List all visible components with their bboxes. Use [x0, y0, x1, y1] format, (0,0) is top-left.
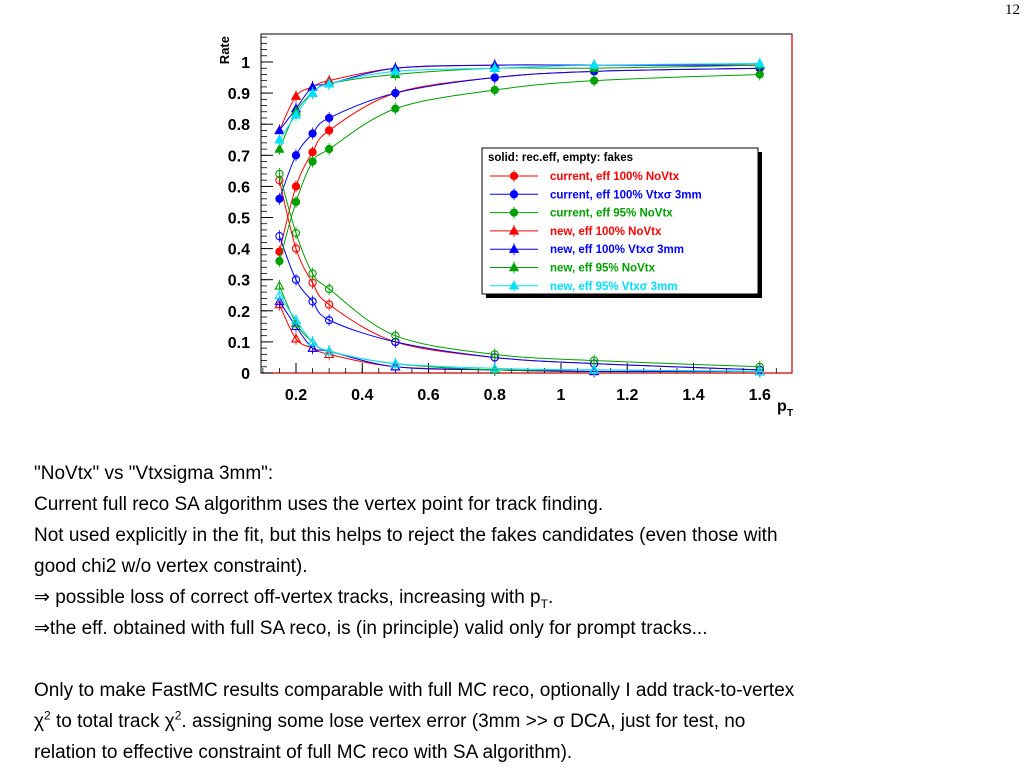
blank-line — [34, 644, 1009, 675]
chi-superscript: 2 — [174, 708, 182, 723]
pt-subscript: T — [540, 596, 548, 611]
y-tick-label: 0.1 — [228, 335, 250, 352]
text-line-7: Only to make FastMC results comparable w… — [34, 680, 795, 701]
text-line-8-end: . assigning some lose vertex error (3mm … — [181, 711, 746, 732]
chi-symbol: χ — [34, 711, 44, 732]
y-tick-label: 0 — [241, 366, 250, 383]
x-axis-label: p — [777, 398, 787, 415]
page-number: 12 — [1005, 2, 1020, 18]
x-tick-label: 0.4 — [351, 387, 373, 404]
legend-entry-label: current, eff 100% Vtxσ 3mm — [550, 189, 702, 201]
y-tick-label: 1 — [241, 55, 250, 72]
legend-entry-label: current, eff 100% NoVtx — [550, 171, 680, 183]
x-tick-label: 0.6 — [417, 387, 439, 404]
text-line-8-mid: to total track — [50, 711, 165, 732]
text-line-5: ⇒ possible loss of correct off-vertex tr… — [34, 582, 1009, 613]
text-line-4: good chi2 w/o vertex constraint). — [34, 556, 308, 577]
y-axis-label: Rate — [217, 36, 232, 64]
implies-arrow: ⇒ — [34, 618, 50, 639]
x-tick-label: 0.8 — [484, 387, 506, 404]
x-tick-label: 0.2 — [285, 387, 307, 404]
y-tick-label: 0.4 — [228, 242, 250, 259]
y-tick-label: 0.6 — [228, 179, 250, 196]
y-tick-label: 0.5 — [228, 211, 250, 228]
legend-entry-label: new, eff 95% Vtxσ 3mm — [550, 281, 678, 293]
x-tick-label: 1.4 — [682, 387, 704, 404]
text-line-6: ⇒the eff. obtained with full SA reco, is… — [34, 613, 1009, 644]
legend-entry-label: current, eff 95% NoVtx — [550, 208, 673, 220]
y-tick-label: 0.3 — [228, 273, 250, 290]
x-tick-label: 1 — [557, 387, 566, 404]
legend-entry-label: new, eff 100% Vtxσ 3mm — [550, 244, 684, 256]
text-line-2: Current full reco SA algorithm uses the … — [34, 494, 604, 515]
legend-box — [481, 147, 759, 295]
efficiency-fake-rate-chart: 0.2 0.4 0.6 0.8 1 1.2 1.4 1.6 0 0.1 0.2 0.3 0.4 0.5 0.… — [217, 33, 793, 419]
x-axis-label-subscript: T — [787, 408, 793, 419]
chi-superscript: 2 — [43, 708, 51, 723]
text-line-8: χ2 to total track χ2. assigning some los… — [34, 706, 1009, 737]
y-tick-label: 0.7 — [228, 148, 250, 165]
x-tick-label: 1.2 — [616, 387, 638, 404]
slide-text: "NoVtx" vs "Vtxsigma 3mm": Current full … — [34, 458, 1009, 768]
y-tick-label: 0.9 — [228, 86, 250, 103]
text-line-9: relation to effective constraint of full… — [34, 742, 573, 763]
text-line-1: "NoVtx" vs "Vtxsigma 3mm": — [34, 463, 274, 484]
text-line-5-body: possible loss of correct off-vertex trac… — [49, 587, 541, 608]
chi-symbol: χ — [164, 711, 175, 732]
legend-header: solid: rec.eff, empty: fakes — [488, 152, 633, 164]
text-line-5-end: . — [547, 587, 554, 608]
implies-arrow: ⇒ — [34, 587, 50, 608]
legend-entry-label: new, eff 95% NoVtx — [550, 263, 656, 275]
y-tick-label: 0.8 — [228, 117, 250, 134]
legend-entry-label: new, eff 100% NoVtx — [550, 226, 662, 238]
text-line-6-body: the eff. obtained with full SA reco, is … — [49, 618, 708, 639]
y-tick-label: 0.2 — [228, 304, 250, 321]
text-line-3: Not used explicitly in the fit, but this… — [34, 525, 778, 546]
x-tick-label: 1.6 — [749, 387, 771, 404]
